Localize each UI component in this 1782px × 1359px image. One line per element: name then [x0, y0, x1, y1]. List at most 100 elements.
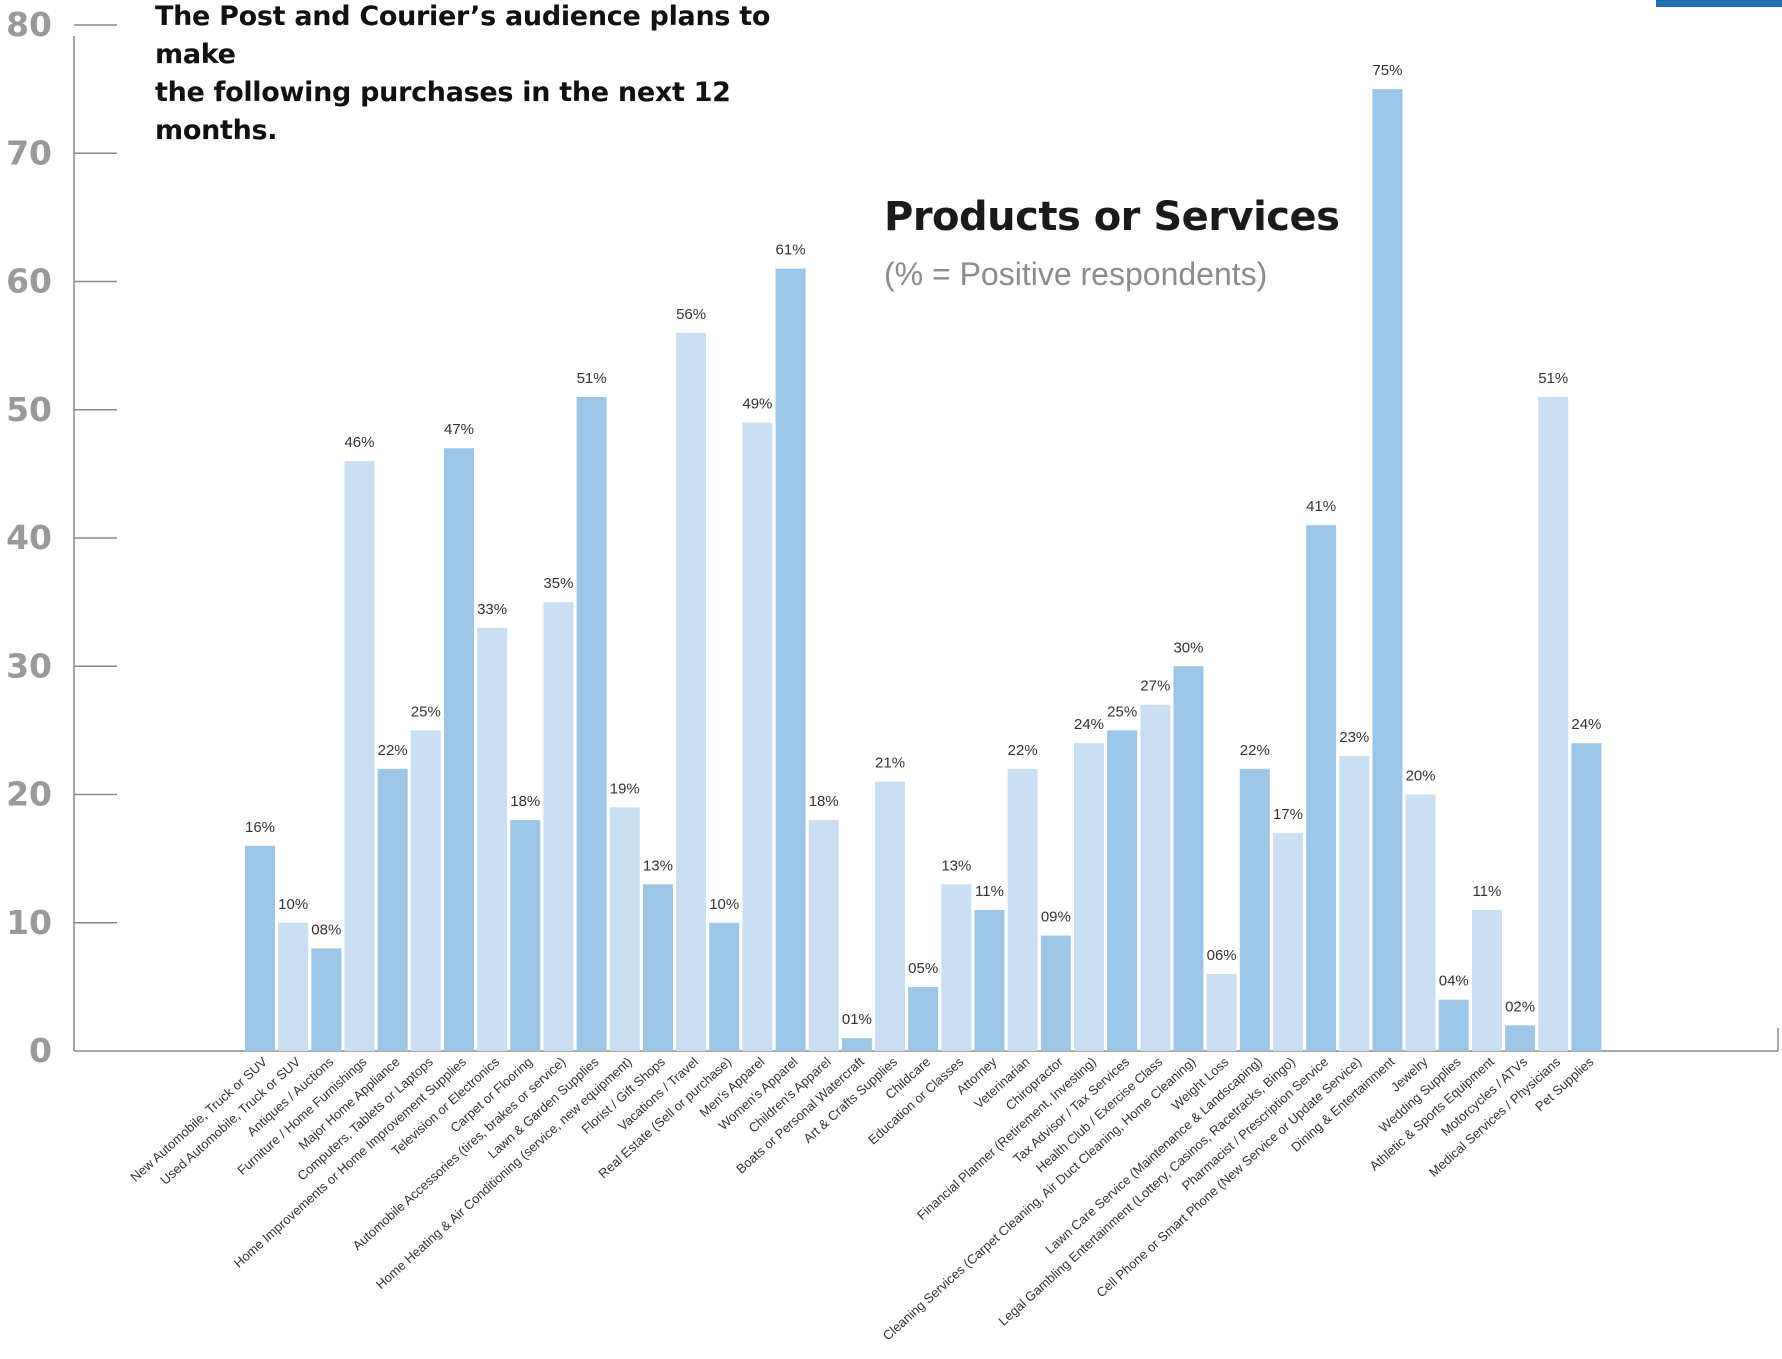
y-tick-label: 70: [6, 133, 52, 172]
bar: [642, 884, 673, 1051]
bar: [344, 461, 375, 1051]
data-label: 51%: [577, 370, 607, 387]
data-label: 11%: [975, 883, 1004, 900]
data-label: 24%: [1074, 716, 1104, 733]
bar: [709, 922, 740, 1051]
bar: [1239, 768, 1270, 1051]
data-label: 10%: [709, 896, 739, 913]
bar: [311, 948, 342, 1051]
chart-heading-line-1: The Post and Courier’s audience plans to…: [155, 1, 771, 70]
bar: [1206, 974, 1237, 1051]
data-label: 16%: [245, 819, 275, 836]
y-tick-label: 50: [6, 390, 52, 429]
bar: [1306, 525, 1337, 1051]
bar: [1140, 704, 1171, 1051]
bar: [775, 268, 806, 1051]
bar: [875, 781, 906, 1051]
chart-heading-line-2: the following purchases in the next 12 m…: [155, 77, 731, 146]
y-tick-label: 80: [6, 5, 52, 44]
bar: [1173, 666, 1204, 1051]
chart-title: Products or Services: [884, 194, 1340, 240]
bar: [1007, 768, 1038, 1051]
data-label: 35%: [543, 575, 573, 592]
bar: [941, 884, 972, 1051]
data-label: 10%: [278, 896, 308, 913]
y-tick-label: 30: [6, 646, 52, 685]
bar: [908, 986, 939, 1051]
bar: [742, 422, 773, 1051]
data-label: 19%: [610, 780, 640, 797]
y-tick-label: 0: [29, 1031, 52, 1070]
bar: [1040, 935, 1071, 1051]
bar: [576, 396, 607, 1051]
data-label: 11%: [1472, 883, 1501, 900]
bar: [278, 922, 309, 1051]
bar: [443, 448, 474, 1052]
data-label: 04%: [1439, 973, 1469, 990]
data-label: 21%: [875, 755, 905, 772]
data-label: 41%: [1306, 498, 1336, 515]
bar: [609, 807, 640, 1051]
data-label: 23%: [1339, 729, 1369, 746]
data-label: 18%: [510, 793, 540, 810]
bar: [1538, 396, 1569, 1051]
bar: [974, 909, 1005, 1051]
data-label: 33%: [477, 601, 507, 618]
data-label: 13%: [643, 857, 673, 874]
data-label: 27%: [1140, 678, 1170, 695]
data-label: 56%: [676, 306, 706, 323]
data-label: 09%: [1041, 909, 1071, 926]
data-label: 01%: [842, 1011, 872, 1028]
data-label: 20%: [1406, 768, 1436, 785]
chart-subtitle: (% = Positive respondents): [884, 256, 1268, 292]
bar: [1438, 999, 1469, 1051]
data-label: 75%: [1372, 62, 1402, 79]
bar: [676, 332, 707, 1051]
bar: [1372, 89, 1403, 1051]
data-label: 47%: [444, 421, 474, 438]
bar: [808, 820, 839, 1051]
x-tick-label: Used Automobile, Truck or SUV: [157, 1054, 303, 1188]
data-label: 25%: [411, 703, 441, 720]
bar: [1272, 832, 1303, 1051]
bar: [377, 768, 408, 1051]
bar: [1107, 730, 1138, 1051]
chart-data-labels: 16%10%08%46%22%25%47%33%18%35%51%19%13%5…: [245, 62, 1601, 1028]
data-label: 08%: [311, 921, 341, 938]
bar: [245, 845, 275, 1051]
bar: [510, 820, 541, 1051]
bar: [543, 602, 574, 1051]
data-label: 25%: [1107, 703, 1137, 720]
data-label: 13%: [941, 857, 971, 874]
bar: [1405, 794, 1436, 1051]
bar: [841, 1038, 872, 1051]
data-label: 61%: [776, 242, 806, 259]
bar: [1074, 743, 1104, 1051]
data-label: 02%: [1505, 998, 1535, 1015]
data-label: 05%: [908, 960, 938, 977]
bar: [410, 730, 441, 1051]
bar: [1571, 743, 1602, 1051]
corner-accent-bar: [1656, 0, 1782, 7]
data-label: 22%: [1240, 742, 1270, 759]
bar: [1471, 909, 1502, 1051]
data-label: 17%: [1273, 806, 1303, 823]
data-label: 06%: [1207, 947, 1237, 964]
data-label: 51%: [1538, 370, 1568, 387]
data-label: 30%: [1173, 639, 1203, 656]
y-tick-label: 10: [6, 903, 52, 942]
data-label: 24%: [1571, 716, 1601, 733]
data-label: 22%: [1008, 742, 1038, 759]
data-label: 18%: [809, 793, 839, 810]
bar: [477, 627, 508, 1051]
data-label: 22%: [378, 742, 408, 759]
chart-heading: The Post and Courier’s audience plans to…: [155, 0, 795, 150]
y-tick-label: 20: [6, 775, 52, 814]
data-label: 46%: [344, 434, 374, 451]
y-tick-label: 60: [6, 262, 52, 301]
chart-bars: [245, 89, 1602, 1052]
data-label: 49%: [742, 396, 772, 413]
bar: [1339, 756, 1370, 1051]
